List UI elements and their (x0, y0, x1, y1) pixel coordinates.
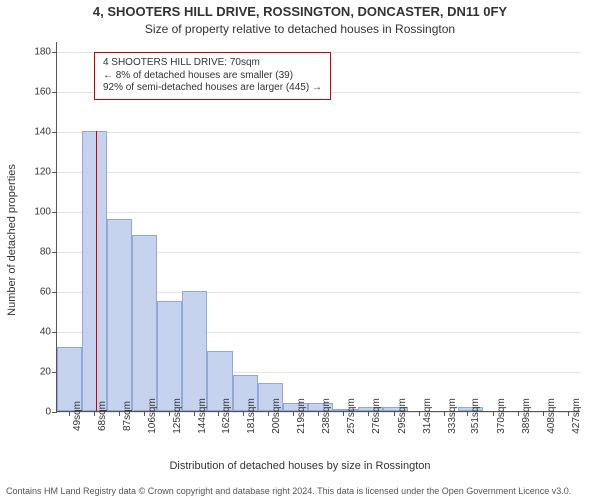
xtick-mark (218, 411, 219, 416)
chart-subtitle: Size of property relative to detached ho… (0, 22, 600, 36)
ytick-mark (52, 92, 57, 93)
info-box-line: ← 8% of detached houses are smaller (39) (103, 70, 322, 83)
ytick-label: 80 (21, 247, 51, 258)
xtick-mark (493, 411, 494, 416)
xtick-mark (119, 411, 120, 416)
xtick-label: 427sqm (571, 398, 582, 434)
histogram-bar (182, 291, 207, 411)
ytick-label: 60 (21, 287, 51, 298)
xtick-label: 408sqm (546, 398, 557, 434)
histogram-bar (157, 301, 182, 411)
xtick-label: 162sqm (221, 398, 232, 434)
xtick-label: 49sqm (72, 401, 83, 431)
info-box-line: 92% of semi-detached houses are larger (… (103, 82, 322, 95)
xtick-mark (293, 411, 294, 416)
ytick-label: 180 (21, 47, 51, 58)
highlight-marker (96, 131, 98, 411)
xtick-mark (568, 411, 569, 416)
ytick-label: 160 (21, 87, 51, 98)
xtick-label: 125sqm (172, 398, 183, 434)
xtick-mark (467, 411, 468, 416)
xtick-mark (368, 411, 369, 416)
xtick-mark (444, 411, 445, 416)
xtick-mark (543, 411, 544, 416)
xtick-label: 219sqm (296, 398, 307, 434)
xtick-mark (318, 411, 319, 416)
xtick-label: 144sqm (197, 398, 208, 434)
ytick-mark (52, 132, 57, 133)
xtick-label: 87sqm (122, 401, 133, 431)
ytick-label: 140 (21, 127, 51, 138)
xtick-mark (94, 411, 95, 416)
ytick-label: 40 (21, 327, 51, 338)
y-axis-label: Number of detached properties (6, 164, 18, 316)
footer-text: Contains HM Land Registry data © Crown c… (6, 486, 571, 496)
ytick-mark (52, 292, 57, 293)
xtick-label: 181sqm (246, 398, 257, 434)
histogram-bar (107, 219, 132, 411)
xtick-mark (394, 411, 395, 416)
gridline (57, 132, 580, 133)
ytick-mark (52, 172, 57, 173)
xtick-label: 68sqm (97, 401, 108, 431)
xtick-mark (169, 411, 170, 416)
ytick-mark (52, 252, 57, 253)
xtick-label: 370sqm (496, 398, 507, 434)
xtick-mark (144, 411, 145, 416)
ytick-label: 0 (21, 407, 51, 418)
chart-title: 4, SHOOTERS HILL DRIVE, ROSSINGTON, DONC… (0, 4, 600, 19)
x-axis-label: Distribution of detached houses by size … (0, 460, 600, 472)
xtick-mark (419, 411, 420, 416)
ytick-mark (52, 212, 57, 213)
xtick-mark (69, 411, 70, 416)
xtick-label: 314sqm (422, 398, 433, 434)
ytick-mark (52, 52, 57, 53)
histogram-bar (82, 131, 107, 411)
xtick-label: 238sqm (321, 398, 332, 434)
info-box-line: 4 SHOOTERS HILL DRIVE: 70sqm (103, 57, 322, 70)
xtick-mark (243, 411, 244, 416)
xtick-label: 257sqm (346, 398, 357, 434)
ytick-mark (52, 332, 57, 333)
xtick-label: 351sqm (470, 398, 481, 434)
ytick-label: 100 (21, 207, 51, 218)
xtick-mark (268, 411, 269, 416)
ytick-label: 20 (21, 367, 51, 378)
xtick-label: 333sqm (447, 398, 458, 434)
gridline (57, 212, 580, 213)
xtick-label: 276sqm (371, 398, 382, 434)
xtick-label: 295sqm (397, 398, 408, 434)
chart-container: 4, SHOOTERS HILL DRIVE, ROSSINGTON, DONC… (0, 0, 600, 500)
info-box: 4 SHOOTERS HILL DRIVE: 70sqm← 8% of deta… (94, 52, 331, 100)
histogram-bar (132, 235, 157, 411)
xtick-label: 200sqm (271, 398, 282, 434)
xtick-label: 106sqm (147, 398, 158, 434)
gridline (57, 172, 580, 173)
plot-area: 02040608010012014016018049sqm68sqm87sqm1… (56, 42, 580, 412)
xtick-mark (518, 411, 519, 416)
ytick-mark (52, 412, 57, 413)
ytick-label: 120 (21, 167, 51, 178)
xtick-label: 389sqm (521, 398, 532, 434)
xtick-mark (194, 411, 195, 416)
xtick-mark (343, 411, 344, 416)
